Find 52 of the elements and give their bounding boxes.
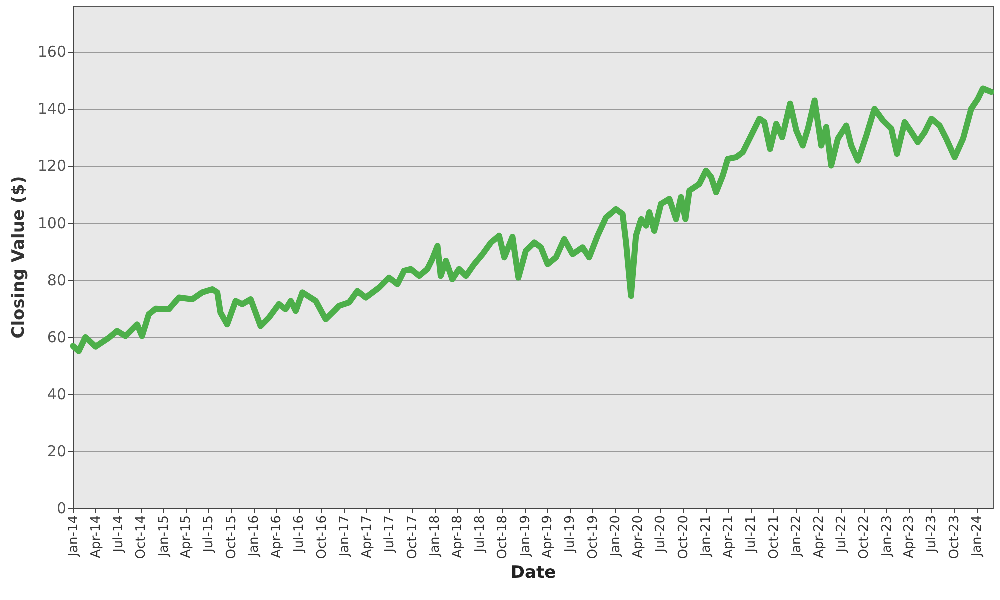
x-tick-label: Jul-16 <box>292 516 308 554</box>
y-tick-label: 60 <box>47 328 66 346</box>
x-tick-label: Jan-14 <box>66 516 82 558</box>
x-tick-label: Oct-16 <box>314 516 330 560</box>
x-tick-label: Jul-18 <box>472 516 488 554</box>
x-tick-label: Jul-19 <box>563 516 578 554</box>
x-tick-label: Apr-18 <box>450 516 466 558</box>
x-tick-label: Oct-20 <box>676 516 692 560</box>
x-tick-label: Oct-15 <box>224 516 240 560</box>
x-tick-label: Apr-14 <box>88 516 104 558</box>
x-tick-label: Jul-17 <box>382 516 398 554</box>
x-tick-label: Jan-17 <box>338 516 353 558</box>
x-tick-label: Oct-21 <box>766 516 782 560</box>
x-tick-label: Oct-19 <box>586 516 601 560</box>
x-tick-label: Oct-14 <box>134 516 150 560</box>
x-tick-label: Apr-22 <box>812 516 827 558</box>
x-tick-label: Jan-19 <box>518 516 534 558</box>
x-tick-label: Jan-16 <box>247 516 262 558</box>
x-tick-label: Oct-18 <box>496 516 511 560</box>
x-tick-label: Apr-16 <box>270 516 285 558</box>
x-tick-label: Jul-15 <box>202 516 217 554</box>
x-tick-label: Jul-23 <box>924 516 940 554</box>
x-tick-label: Jan-24 <box>970 516 986 558</box>
x-tick-label: Jul-21 <box>744 516 760 554</box>
x-tick-label: Jul-22 <box>834 516 850 554</box>
x-tick-label: Jan-21 <box>699 516 714 558</box>
x-tick-label: Oct-23 <box>947 516 962 560</box>
y-tick-label: 80 <box>47 271 66 290</box>
x-tick-label: Apr-23 <box>902 516 918 558</box>
x-tick-label: Apr-17 <box>360 516 375 558</box>
x-tick-label: Oct-17 <box>405 516 420 560</box>
x-tick-label: Jan-20 <box>608 516 624 558</box>
x-tick-label: Jul-20 <box>654 516 669 554</box>
y-tick-label: 120 <box>38 157 66 176</box>
x-tick-label: Jan-18 <box>428 516 444 558</box>
x-tick-label: Jul-14 <box>111 516 126 554</box>
x-tick-label: Jan-22 <box>790 516 805 558</box>
x-tick-label: Oct-22 <box>857 516 872 560</box>
x-tick-label: Apr-19 <box>540 516 556 558</box>
y-axis-title: Closing Value ($) <box>8 176 29 339</box>
x-axis-title: Date <box>510 563 556 584</box>
y-tick-label: 100 <box>38 214 66 232</box>
y-tick-label: 0 <box>56 500 66 518</box>
x-tick-label: Jan-15 <box>156 516 172 558</box>
x-tick-label: Apr-15 <box>179 516 194 558</box>
y-tick-label: 160 <box>38 43 66 62</box>
y-tick-label: 20 <box>47 442 66 460</box>
x-tick-label: Jan-23 <box>880 516 895 558</box>
y-tick-label: 140 <box>38 100 66 118</box>
y-tick-label: 40 <box>47 385 66 404</box>
x-tick-label: Apr-20 <box>631 516 646 558</box>
x-tick-label: Apr-21 <box>721 516 736 558</box>
